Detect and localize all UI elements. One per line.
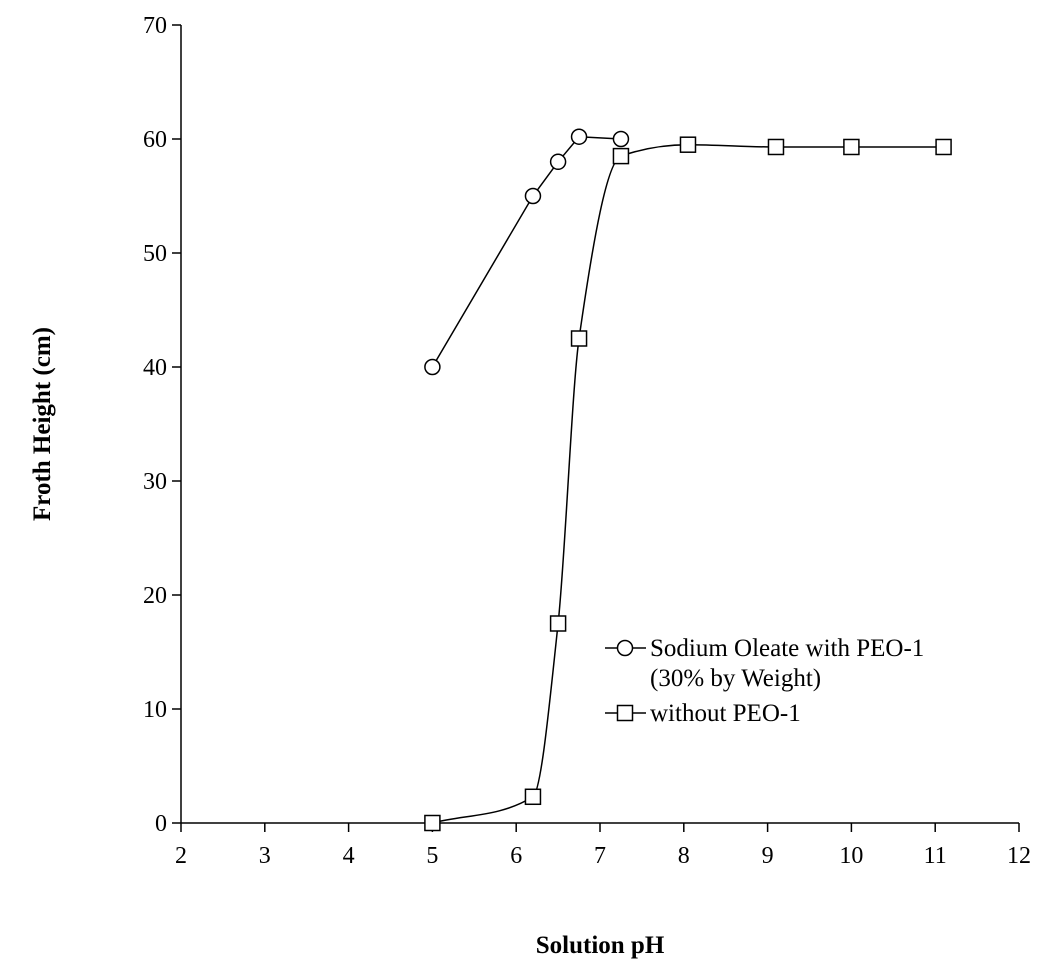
x-tick-label: 2 [175, 843, 187, 869]
series-2-point [549, 615, 567, 632]
x-tick-label: 3 [259, 843, 271, 869]
y-tick-label: 60 [143, 127, 167, 153]
x-axis-title: Solution pH [536, 932, 665, 959]
legend-marker-1 [616, 639, 634, 657]
legend-label-2: without PEO-1 [650, 700, 801, 727]
series-2-point [767, 138, 785, 156]
y-axis-title: Froth Height (cm) [29, 327, 56, 521]
y-tick-label: 10 [143, 697, 167, 723]
x-tick-label: 10 [839, 843, 863, 869]
x-tick-label: 5 [426, 843, 438, 869]
series-1-point [424, 358, 441, 376]
legend-label-1: Sodium Oleate with PEO-1 [650, 635, 924, 662]
axes [172, 24, 1020, 832]
x-tick-label: 6 [510, 843, 522, 869]
series-2-point [424, 814, 441, 832]
legend: Sodium Oleate with PEO-1 (30% by Weight) w… [605, 635, 924, 727]
tick-labels: 0 10 20 30 40 50 60 70 2 3 4 5 6 7 8 9 10 11 12 [143, 13, 1031, 869]
series-markers [424, 128, 952, 832]
series-1-point [524, 187, 542, 205]
legend-label-1-line2: (30% by Weight) [650, 665, 821, 692]
series-2-point [679, 136, 697, 153]
series-1-point [549, 153, 567, 171]
x-tick-label: 8 [678, 843, 690, 869]
series-2-point [843, 138, 860, 156]
x-tick-label: 7 [594, 843, 606, 869]
series-2-line [432, 143, 944, 824]
x-tick-label: 4 [343, 843, 355, 869]
series-1-point [570, 128, 588, 145]
series-1-point [612, 130, 630, 148]
x-tick-label: 12 [1007, 843, 1031, 869]
series-2-point [612, 147, 630, 165]
y-tick-label: 20 [143, 583, 167, 609]
legend-marker-2 [616, 704, 634, 722]
x-tick-label: 9 [762, 843, 774, 869]
y-tick-label: 30 [143, 469, 167, 495]
x-tick-label: 11 [924, 843, 947, 869]
series-2-point [524, 788, 542, 806]
y-tick-label: 70 [143, 13, 167, 39]
series-2-point [935, 138, 952, 156]
y-tick-label: 0 [155, 811, 167, 837]
y-tick-label: 40 [143, 355, 167, 381]
series-2-point [570, 330, 588, 347]
y-tick-label: 50 [143, 241, 167, 267]
